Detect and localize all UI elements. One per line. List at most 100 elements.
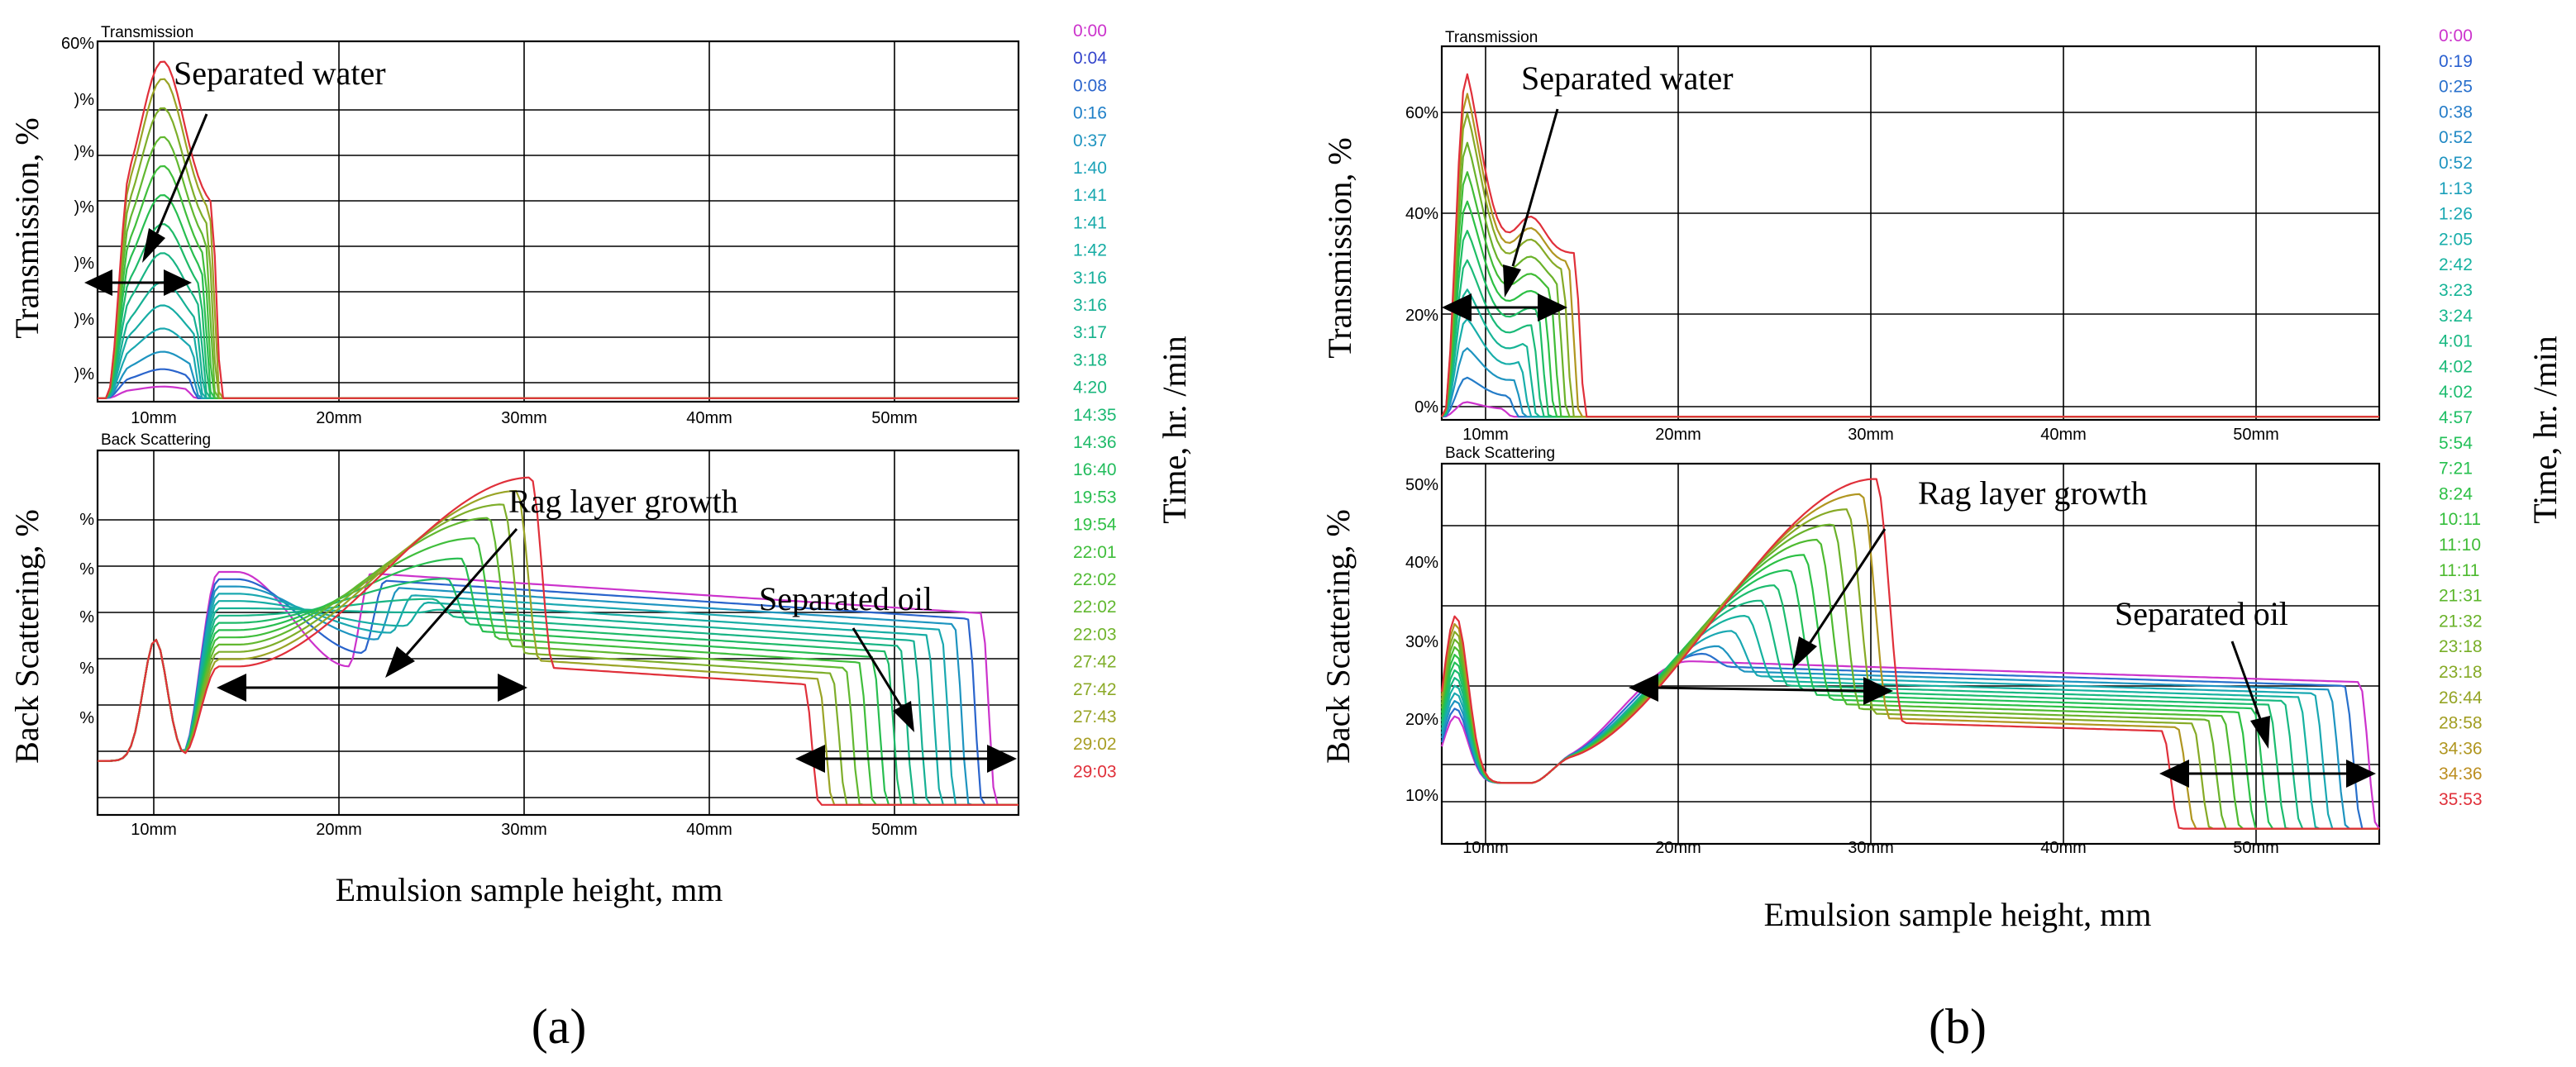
legend-time: 0:04: [1073, 49, 1107, 68]
caption-a: (a): [532, 999, 587, 1054]
y-tick-label: 20%: [1405, 711, 1438, 729]
transmission-series-line: [98, 78, 1018, 399]
backscattering-series-line: [1440, 538, 2379, 830]
backscattering-series-line: [98, 557, 1018, 806]
legend-time: 4:57: [2439, 408, 2473, 427]
arrowhead-rag-layer-b: [1792, 636, 1817, 669]
arrowhead-rag-right-b: [1863, 677, 1893, 705]
x-tick-label: 40mm: [686, 821, 732, 839]
backscattering-frame-a: [96, 449, 1020, 817]
backscattering-series-line: [98, 578, 1018, 806]
legend-time: 27:43: [1073, 707, 1117, 726]
annotation-separated-water-a: Separated water: [174, 55, 386, 92]
y-tick-label: %: [79, 709, 94, 727]
arrowhead-oil-right-a: [987, 745, 1017, 773]
y-tick-label: )%: [74, 255, 95, 273]
annotation-separated-oil-a: Separated oil: [759, 580, 933, 617]
backscattering-series-line: [98, 570, 1018, 806]
transmission-ylabel-a: Transmission, %: [8, 117, 45, 338]
y-tick-label: 10%: [1405, 787, 1438, 805]
transmission-series-line: [98, 60, 1018, 399]
x-tick-label: 20mm: [1655, 839, 1701, 857]
arrowhead-oil-left-b: [2159, 760, 2189, 788]
legend-time: 27:42: [1073, 680, 1117, 699]
legend-time: 2:05: [2439, 230, 2473, 249]
transmission-xticks-a: 10mm 20mm 30mm 40mm 50mm: [131, 409, 918, 427]
arrowhead-water-left-b: [1442, 293, 1472, 322]
backscattering-series-line: [98, 585, 1018, 806]
legend-time: 0:52: [2439, 128, 2473, 147]
transmission-series-line: [98, 304, 1018, 399]
legend-time: 22:03: [1073, 625, 1117, 644]
arrowhead-water-right-b: [1538, 293, 1567, 322]
arrowhead-separated-oil-a: [893, 701, 914, 732]
arrow-separated-oil-b: [2230, 641, 2262, 720]
backscattering-series-line: [1440, 478, 2379, 830]
transmission-grid-b: [1442, 46, 2379, 420]
backscattering-series-line: [98, 607, 1018, 806]
transmission-title-b: Transmission: [1445, 29, 1538, 46]
transmission-curves-a: [98, 60, 1018, 399]
backscattering-curves-a: [98, 476, 1018, 806]
y-tick-label: )%: [74, 91, 95, 109]
legend-time: 0:16: [1073, 104, 1107, 123]
arrowhead-rag-layer-a: [385, 646, 415, 678]
legend-time: 1:13: [2439, 179, 2473, 198]
arrowhead-oil-right-b: [2346, 760, 2376, 788]
xlabel-b: Emulsion sample height, mm: [1764, 896, 2152, 933]
legend-time: 22:02: [1073, 598, 1117, 617]
transmission-series-line: [98, 136, 1018, 399]
legend-time: 35:53: [2439, 790, 2483, 809]
arrowhead-water-right-a: [164, 269, 192, 296]
y-tick-label: %: [79, 560, 94, 579]
legend-time: 19:54: [1073, 516, 1117, 535]
x-tick-label: 50mm: [2233, 839, 2279, 857]
transmission-yticks-b: 0% 20% 40% 60%: [1405, 104, 1438, 417]
x-tick-label: 50mm: [871, 821, 918, 839]
transmission-frame-a: [96, 40, 1020, 403]
y-tick-label: %: [79, 660, 94, 678]
backscattering-series-line: [1440, 660, 2380, 830]
y-tick-label: %: [79, 608, 94, 626]
legend-time: 22:01: [1073, 543, 1117, 562]
backscattering-xticks-b: 10mm 20mm 30mm 40mm 50mm: [1462, 839, 2279, 857]
transmission-series-line: [98, 107, 1018, 399]
legend-time: 1:41: [1073, 213, 1107, 232]
annotation-rag-layer-a: Rag layer growth: [508, 483, 738, 520]
x-tick-label: 30mm: [501, 409, 547, 427]
y-tick-label: 0%: [1414, 398, 1438, 417]
x-tick-label: 30mm: [1848, 426, 1894, 444]
legend-time: 10:11: [2439, 510, 2481, 529]
y-tick-label: )%: [74, 143, 95, 161]
arrow-rag-layer-b: [1807, 528, 1887, 645]
legend-time: 0:38: [2439, 102, 2473, 121]
backscattering-series-line: [98, 578, 1018, 806]
legend-time: 16:40: [1073, 460, 1117, 479]
x-tick-label: 10mm: [131, 409, 177, 427]
legend-time: 29:03: [1073, 762, 1117, 781]
legend-time: 0:00: [1073, 21, 1107, 40]
legend-time: 3:16: [1073, 296, 1107, 315]
backscattering-ylabel-b: Back Scattering, %: [1319, 509, 1357, 764]
x-tick-label: 10mm: [1462, 426, 1509, 444]
transmission-series-line: [98, 252, 1018, 399]
legend-time: 1:41: [1073, 186, 1107, 205]
transmission-series-line: [98, 350, 1018, 399]
x-tick-label: 40mm: [686, 409, 732, 427]
transmission-series-line: [98, 281, 1018, 399]
time-legend-b: 0:00 0:19 0:25 0:38 0:52 0:52 1:13 1:26 2:05 2:42…: [2439, 26, 2483, 809]
legend-time: 3:24: [2439, 307, 2473, 326]
y-tick-label: 60%: [1405, 104, 1438, 122]
legend-time: 11:10: [2439, 536, 2481, 555]
legend-time: 14:36: [1073, 433, 1117, 452]
backscattering-series-line: [98, 600, 1018, 806]
arrow-separated-oil-a: [852, 627, 904, 710]
transmission-series-line: [98, 368, 1018, 399]
legend-time: 4:02: [2439, 383, 2473, 402]
arrowhead-rag-right-a: [498, 674, 527, 702]
transmission-frame-b: [1440, 45, 2381, 422]
backscattering-ylabel-a: Back Scattering, %: [8, 509, 45, 764]
arrowhead-separated-water-b: [1503, 264, 1521, 298]
legend-time: 23:18: [2439, 637, 2483, 656]
